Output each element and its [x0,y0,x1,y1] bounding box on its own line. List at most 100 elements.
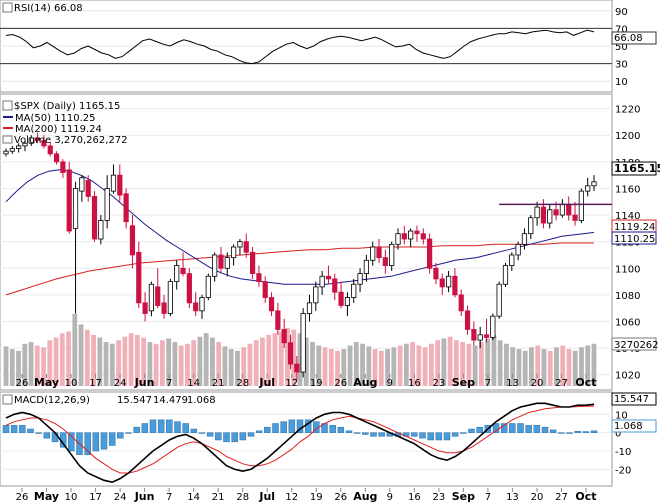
x-month-label: Aug [353,376,377,389]
macd-hist-bar [35,432,42,434]
x-tick-label: 10 [65,378,78,389]
macd-tick-label: 10 [615,410,628,421]
x-tick-label: 16 [408,378,421,389]
candlestick [585,177,591,197]
candle-body [585,185,591,192]
macd-hist-bar [133,426,140,433]
x-month-label: Jul [258,490,275,503]
macd-hist-bar [182,423,189,433]
candle-body [212,254,218,277]
macd-hist-bar [378,432,385,437]
candle-body [401,233,407,240]
price-tick-label: 1100 [615,264,640,275]
volume-bar [72,313,78,386]
x-tick-label: 21 [212,378,225,389]
candle-body [72,188,79,229]
macd-hist-bar [517,423,524,433]
volume-bar [260,337,265,386]
candlestick [85,175,91,202]
candlestick [3,148,9,157]
candlestick [452,268,458,298]
candlestick [420,228,426,245]
macd-value-tag: 15.547 [614,394,649,405]
x-axis-middle: 26 May 10 17 24 Jun 7 14 21 28 Jul 12 19 26 Aug 9 16 23 Se… [16,374,597,389]
candle-body [376,246,382,259]
candle-body [306,302,313,314]
volume-bar [47,340,53,386]
volume-bar [335,350,340,386]
macd-tick-label: 0 [615,429,621,440]
candle-body [389,243,395,267]
price-panel: 1220120011801160114011201100108010601040… [0,93,660,391]
candle-body [338,291,344,306]
candlestick [578,188,584,224]
candle-body [66,169,72,232]
volume-bar [53,337,59,386]
volume-bar [297,333,303,386]
candlestick [458,289,464,317]
candlestick [389,241,395,271]
volume-bar [16,350,21,386]
candle-body [161,302,167,314]
candlestick [136,241,142,309]
volume-bar [566,349,572,386]
macd-hist-bar [362,432,369,435]
volume-bar [353,342,359,386]
hist-value-box [611,419,657,433]
volume-bar [166,338,172,386]
volume-bar [516,349,522,386]
candle-body [91,196,98,240]
candlestick [167,278,173,317]
volume-bar [504,343,509,386]
candlestick [237,239,243,255]
x-tick-label: 7 [166,378,172,389]
x-tick-label: 23 [433,378,446,389]
candle-body [547,209,553,224]
volume-bar [235,350,240,386]
x-month-label: Aug [353,490,377,503]
volume-bar [241,347,247,386]
candlestick [110,164,117,194]
candlestick [477,326,483,349]
candle-body [509,254,515,267]
x-tick-label: 27 [555,492,568,503]
x-axis-bottom: 26 May 10 17 24 Jun 7 14 21 28 Jul 12 19 26 Aug 9 16 23 Se… [16,488,597,503]
macd-hist-bar [272,423,279,433]
candle-body [445,275,452,288]
x-month-label: Jun [134,376,155,389]
volume-bar [529,347,534,386]
candlestick [268,292,275,317]
macd-hist-bar [255,430,263,433]
macd-hist-bar [582,431,590,433]
candle-body [357,273,363,285]
volume-bar [416,345,422,386]
candlestick [445,270,452,293]
candle-body [351,283,357,298]
volume-bar [3,346,9,386]
macd-hist-bar [419,432,426,439]
rsi-tick-label: 10 [615,77,628,88]
volume-bar [185,343,190,386]
candle-body [186,273,192,304]
macd-value-label: 15.547 [117,395,152,406]
candle-body [439,278,445,288]
candlestick [439,273,445,295]
candle-body [490,315,496,338]
x-tick-label: 19 [310,378,323,389]
candlestick [47,141,53,157]
candle-body [281,329,287,344]
x-tick-label: 28 [236,378,249,389]
price-tick-label: 1060 [615,317,640,328]
volume-bar [291,329,297,386]
candlestick [193,292,199,317]
ma200-value: 1119.24 [614,222,655,233]
candlestick [281,318,287,349]
candle-body [382,257,388,267]
candle-body [243,241,249,253]
candlestick [224,252,230,277]
price-tick-label: 1220 [615,105,640,116]
candlestick [509,252,515,271]
candle-body [117,174,123,196]
macd-y-ticks: 10 0 -10 -20 [615,410,631,476]
macd-hist-bar [451,432,459,437]
